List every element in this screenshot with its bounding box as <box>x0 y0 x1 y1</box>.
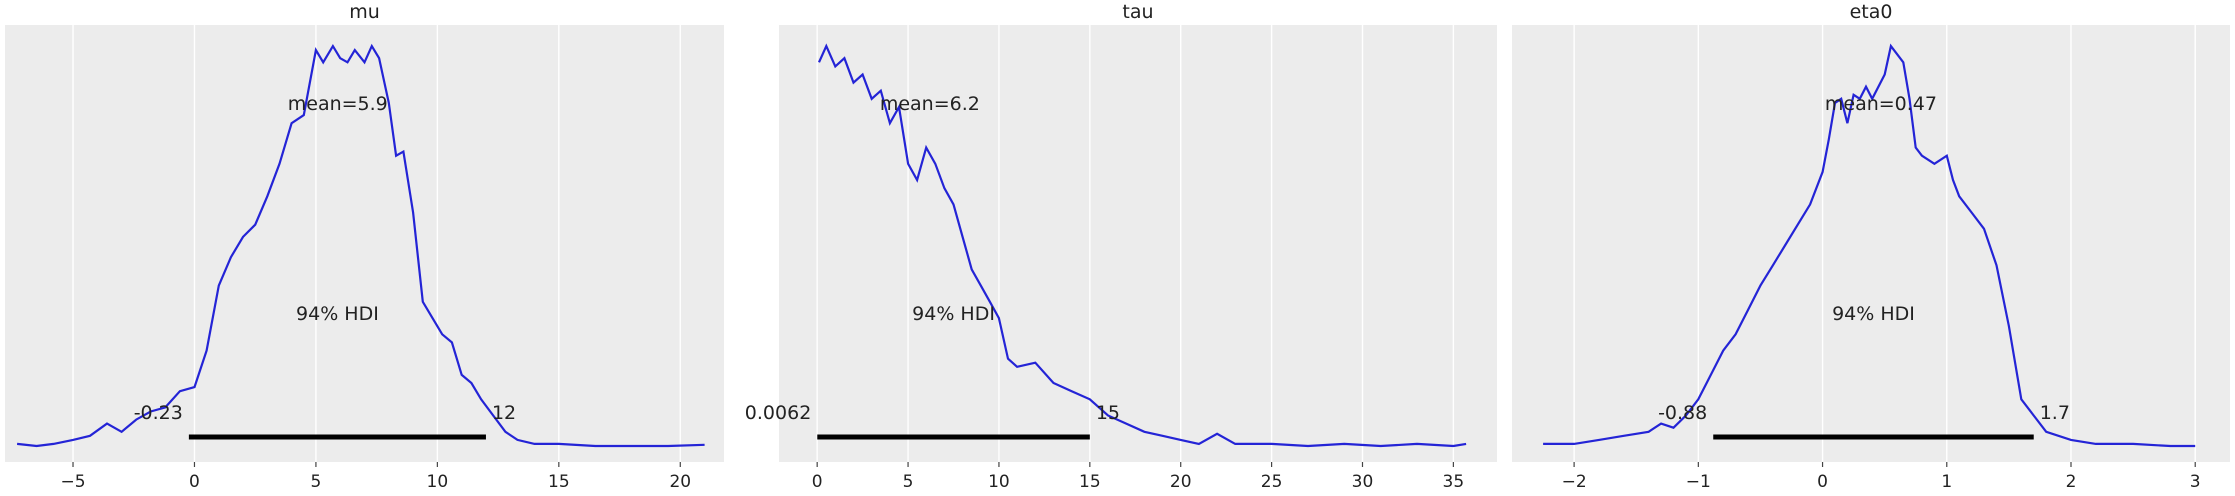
density-curve <box>16 43 705 448</box>
mean-label: mean=5.9 <box>288 93 388 115</box>
plot-background <box>5 25 724 462</box>
x-tick-label: 0 <box>189 472 200 492</box>
x-tick-label: 25 <box>1261 472 1283 492</box>
x-tick-label: 3 <box>2190 472 2201 492</box>
panel-title: tau <box>1122 1 1153 23</box>
x-tick-label: 20 <box>669 472 691 492</box>
hdi-high-label: 1.7 <box>2040 402 2070 424</box>
hdi-high-label: 15 <box>1096 402 1120 424</box>
plot-background <box>1512 25 2230 462</box>
panel-eta0: eta0 −2 −1 0 1 2 3 -0.88 1.7 94% HDI mean=0.47 <box>1512 1 2230 492</box>
density-curve <box>1543 43 2196 448</box>
x-tick-label: 15 <box>548 472 570 492</box>
hdi-label: 94% HDI <box>296 303 379 325</box>
x-tick-label: 10 <box>988 472 1010 492</box>
x-tick-label: 30 <box>1352 472 1374 492</box>
panel-title: eta0 <box>1850 1 1893 23</box>
hdi-label: 94% HDI <box>1832 303 1915 325</box>
x-tick-label: 1 <box>1941 472 1952 492</box>
x-tick-label: 35 <box>1443 472 1465 492</box>
panel-title: mu <box>349 1 380 23</box>
x-tick-label: 2 <box>2066 472 2077 492</box>
plot-background <box>779 25 1497 462</box>
x-tick-label: −1 <box>1686 472 1711 492</box>
mean-label: mean=6.2 <box>880 93 980 115</box>
panel-tau: tau 0 5 10 15 20 25 30 35 0.0062 15 94% HDI mean=6.2 <box>745 1 1497 492</box>
x-tick-label: 0 <box>1817 472 1828 492</box>
x-tick-label: 0 <box>812 472 823 492</box>
x-tick-label: 20 <box>1170 472 1192 492</box>
x-tick-label: 15 <box>1079 472 1101 492</box>
x-tick-label: −2 <box>1562 472 1587 492</box>
x-tick-label: 10 <box>427 472 449 492</box>
hdi-low-label: 0.0062 <box>745 402 811 424</box>
density-curve <box>817 43 1467 448</box>
hdi-label: 94% HDI <box>912 303 995 325</box>
x-tick-label: −5 <box>60 472 85 492</box>
hdi-low-label: -0.23 <box>134 402 183 424</box>
panel-mu: mu −5 0 5 10 15 20 -0.23 12 94% HDI mean=5.9 <box>5 1 724 492</box>
hdi-low-label: -0.88 <box>1658 402 1707 424</box>
x-tick-label: 5 <box>311 472 322 492</box>
x-tick-label: 5 <box>903 472 914 492</box>
hdi-high-label: 12 <box>492 402 516 424</box>
mean-label: mean=0.47 <box>1825 93 1937 115</box>
